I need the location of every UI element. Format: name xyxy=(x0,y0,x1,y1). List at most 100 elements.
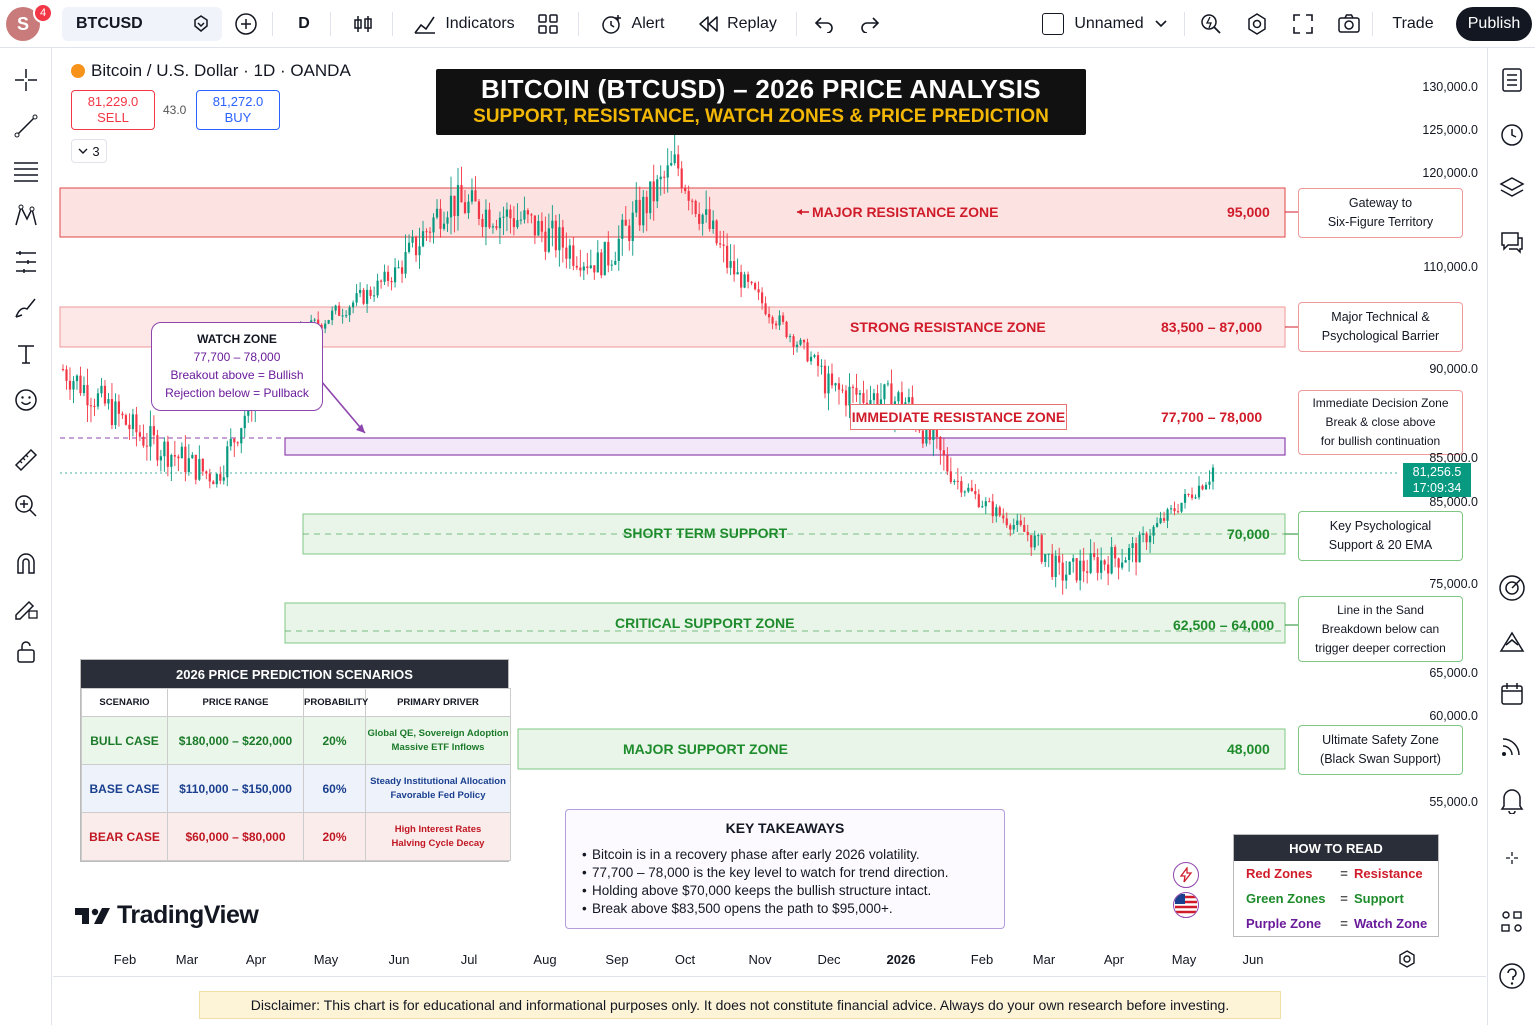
key-takeaways-panel: KEY TAKEAWAYS Bitcoin is in a recovery p… xyxy=(565,809,1005,929)
column-header: SCENARIO xyxy=(81,688,168,717)
callout-decision-zone: Immediate Decision Zone Break & close ab… xyxy=(1298,390,1463,455)
text-tool-icon[interactable] xyxy=(8,336,44,372)
settings-gear-icon[interactable] xyxy=(1240,0,1274,48)
candle-body xyxy=(890,383,893,417)
templates-grid-icon[interactable] xyxy=(530,0,566,48)
candle-body xyxy=(1138,534,1141,563)
candle-body xyxy=(89,405,93,407)
chart-settings-icon[interactable] xyxy=(1397,949,1417,974)
object-tree-icon[interactable] xyxy=(1494,904,1530,940)
candle-body xyxy=(362,289,365,304)
tradingview-logo[interactable]: TradingView xyxy=(75,901,259,930)
takeaway-item: Holding above $70,000 keeps the bullish … xyxy=(582,882,988,900)
banner-title: BITCOIN (BTCUSD) – 2026 PRICE ANALYSIS xyxy=(481,74,1041,104)
broadcast-icon[interactable] xyxy=(1494,728,1530,764)
candle-body xyxy=(740,272,743,288)
candle-body xyxy=(1002,515,1005,519)
callout-safety-zone: Ultimate Safety Zone (Black Swan Support… xyxy=(1298,725,1463,775)
undo-icon[interactable] xyxy=(808,0,840,48)
calendar-icon[interactable] xyxy=(1494,676,1530,712)
layers-icon[interactable] xyxy=(1494,170,1530,206)
callout-line: Psychological Barrier xyxy=(1321,329,1440,343)
candle-body xyxy=(694,200,697,214)
layout-name-button[interactable]: Unnamed xyxy=(1030,0,1180,48)
zoom-in-icon[interactable] xyxy=(8,488,44,524)
crosshair-small-icon[interactable] xyxy=(1494,840,1530,876)
snapshot-camera-icon[interactable] xyxy=(1332,0,1366,48)
buy-button[interactable]: 81,272.0 BUY xyxy=(196,90,280,130)
emoji-icon[interactable] xyxy=(8,382,44,418)
candle-body xyxy=(519,219,523,221)
candle-body xyxy=(841,389,844,391)
ruler-icon[interactable] xyxy=(8,442,44,478)
candle-body xyxy=(1058,555,1061,563)
candle-body xyxy=(72,381,75,390)
candle-body xyxy=(991,501,994,517)
redo-icon[interactable] xyxy=(854,0,886,48)
candle-body xyxy=(110,399,114,426)
candle-body xyxy=(149,426,152,447)
target-icon[interactable] xyxy=(1494,570,1530,606)
magnet-icon[interactable] xyxy=(8,546,44,582)
sell-button[interactable]: 81,229.0 SELL xyxy=(71,90,155,130)
indicators-button[interactable]: Indicators xyxy=(408,0,520,48)
indicators-collapse-toggle[interactable]: 3 xyxy=(71,139,107,163)
candle-body xyxy=(551,220,554,229)
candle-body xyxy=(488,209,491,228)
lightning-icon[interactable] xyxy=(1173,862,1199,888)
chat-icon[interactable] xyxy=(1494,224,1530,260)
help-icon[interactable] xyxy=(1494,958,1530,994)
trade-button[interactable]: Trade xyxy=(1392,15,1434,32)
candle-body xyxy=(138,432,141,437)
forecast-tool-icon[interactable] xyxy=(8,244,44,280)
callout-line: Breakdown below can xyxy=(1321,621,1440,636)
time-tick: Nov xyxy=(748,952,772,967)
short-term-support-label: SHORT TERM SUPPORT xyxy=(623,525,788,541)
trend-line-icon[interactable] xyxy=(8,108,44,144)
candle-body xyxy=(498,217,502,229)
symbol-legend[interactable]: Bitcoin / U.S. Dollar · 1D · OANDA xyxy=(71,61,351,81)
crosshair-icon[interactable] xyxy=(8,62,44,98)
notifications-bell-icon[interactable] xyxy=(1494,782,1530,818)
candle-body xyxy=(180,446,183,459)
candle-body xyxy=(977,494,980,507)
fib-retracement-icon[interactable] xyxy=(8,154,44,190)
replay-button[interactable]: Replay xyxy=(692,0,782,48)
candle-body xyxy=(173,455,176,457)
sell-label: SELL xyxy=(97,110,129,125)
candle-body xyxy=(1152,526,1155,536)
candle-body xyxy=(554,220,557,251)
price-tick: 130,000.0 xyxy=(1422,80,1478,94)
candle-body xyxy=(995,507,998,517)
candle-body xyxy=(159,456,162,461)
chart-type-icon[interactable] xyxy=(346,0,380,48)
scenario-probability: 20% xyxy=(303,716,366,765)
ideas-icon[interactable] xyxy=(1494,624,1530,660)
symbol-settings-icon[interactable] xyxy=(188,0,214,48)
alert-button[interactable]: Alert xyxy=(592,0,672,48)
candle-body xyxy=(1040,535,1043,562)
candle-body xyxy=(778,315,781,326)
candle-body xyxy=(446,217,449,224)
watchlist-icon[interactable] xyxy=(1494,62,1530,98)
compare-symbol-icon[interactable] xyxy=(230,0,262,48)
quick-search-icon[interactable] xyxy=(1194,0,1228,48)
publish-button[interactable]: Publish xyxy=(1456,7,1532,41)
brush-icon[interactable] xyxy=(8,290,44,326)
us-flag-icon[interactable] xyxy=(1173,892,1199,918)
fullscreen-icon[interactable] xyxy=(1286,0,1320,48)
candle-body xyxy=(477,201,481,219)
lock-drawing-pencil-icon[interactable] xyxy=(8,590,44,626)
candle-body xyxy=(1093,553,1096,558)
candle-body xyxy=(533,215,536,236)
lock-icon[interactable] xyxy=(8,634,44,670)
interval-button[interactable]: D xyxy=(298,15,310,32)
candle-body xyxy=(184,446,187,473)
candle-body xyxy=(194,454,197,480)
pattern-tool-icon[interactable] xyxy=(8,198,44,234)
alerts-clock-icon[interactable] xyxy=(1494,116,1530,152)
symbol-search-button[interactable]: BTCUSD xyxy=(62,7,222,41)
candle-body xyxy=(680,168,683,188)
candle-body xyxy=(858,393,862,395)
chart-pane[interactable]: Bitcoin / U.S. Dollar · 1D · OANDA 81,22… xyxy=(53,49,1486,975)
